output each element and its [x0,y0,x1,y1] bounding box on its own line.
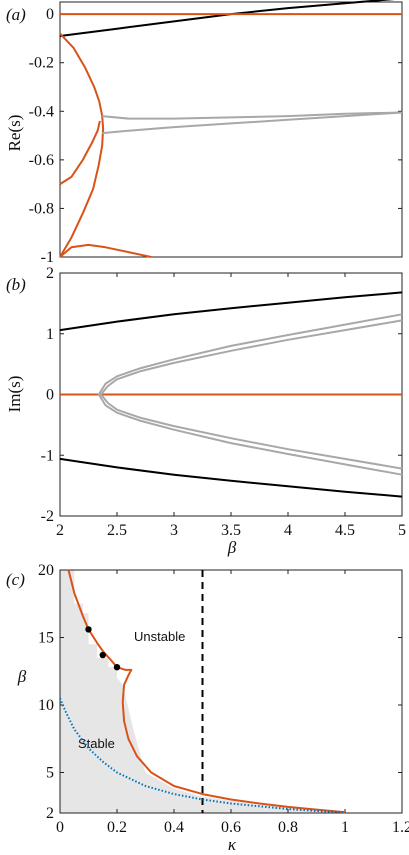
panel-a-series-line [59,0,395,37]
panel-c-point [99,651,106,659]
panel-c-ylabel: β [17,667,27,686]
panel-c-ytick-label: 5 [46,765,54,782]
panel-c-xtick-label: 1 [341,819,349,836]
panel-c-series-line [67,569,346,814]
panel-a-ytick-label: -0.4 [29,103,54,120]
panel-c-ytick-label: 10 [38,697,54,714]
panel-b-ytick-label: 0 [46,387,54,404]
panel-a: (a) Re(s) 0 -0.2 -0.4 -0.6 -0.8 -1 [5,0,403,266]
panel-c-xtick-label: 0.4 [164,819,184,836]
panel-c-ytick-label: 15 [38,630,54,647]
annotation-unstable: Unstable [134,629,185,644]
panel-a-label: (a) [6,5,26,24]
panel-c-xtick-label: 1.2 [392,819,409,836]
panel-b-xtick-label: 2 [56,522,64,539]
panel-a-frame [59,1,403,258]
panel-c-ytick-label: 20 [38,562,54,579]
panel-a-ytick-label: -0.2 [29,55,54,72]
panel-a-series-line [102,111,403,135]
panel-a-ytick-label: -0.8 [29,200,54,217]
panel-b-series-line [100,319,403,470]
panel-b-xtick-label: 5 [398,522,406,539]
panel-a-series-line [59,243,152,258]
panel-b-xlabel: β [227,538,237,557]
annotation-stable: Stable [78,736,115,751]
panel-c-xlabel: κ [228,835,237,854]
panel-c-point [85,626,92,633]
panel-b-xtick-label: 3.5 [221,522,241,539]
panel-b-xtick-label: 4.5 [335,522,355,539]
panel-b-series-line [59,457,403,498]
panel-b-ytick-label: 2 [46,265,54,282]
panel-a-series-line [59,32,105,258]
panel-b: (b) Im(s) β 210-1-22 2.5 3 3.5 4 4.5 5 [5,265,406,557]
panel-b-xtick-label: 2.5 [107,522,127,539]
panel-c-xtick-label: 0 [56,819,64,836]
panel-a-ytick-label: 0 [46,6,54,23]
panel-c-ytick-label: 2 [46,805,54,822]
panel-c-stable-shade [60,570,345,813]
panel-c-xtick-label: 0.2 [107,819,127,836]
panel-a-ytick-label: -1 [41,249,54,266]
panel-a-ylabel: Re(s) [5,115,24,152]
panel-b-ytick-label: -2 [41,508,54,525]
panel-c-point [113,664,121,671]
panel-c-xtick-label: 0.8 [278,819,298,836]
panel-b-ylabel: Im(s) [5,376,24,413]
panel-b-xtick-label: 4 [284,522,292,539]
panel-b-series-line [59,291,403,332]
panel-b-ytick-label: -1 [41,447,54,464]
panel-a-series-line [59,120,101,185]
panel-c-label: (c) [6,570,25,589]
panel-b-series-line [97,313,403,476]
panel-b-label: (b) [6,275,26,294]
panel-c-series-line [59,697,346,814]
panel-c: (c) β κ Unstable Stable 20 15 10 5 20 0.2 0.4 0… [6,562,409,854]
panel-b-ytick-label: 1 [46,326,54,343]
panel-b-xtick-label: 3 [170,522,178,539]
panel-a-ytick-label: -0.6 [29,152,54,169]
panel-a-series-line [102,111,403,120]
panel-c-xtick-label: 0.6 [221,819,241,836]
